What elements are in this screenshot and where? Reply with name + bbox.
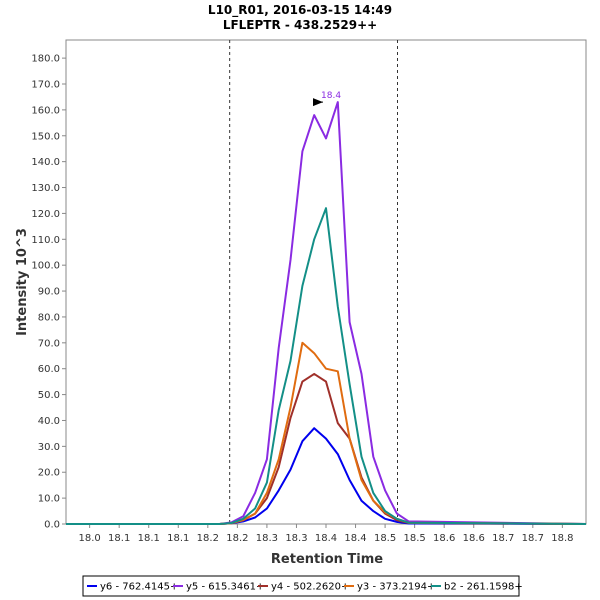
series-lines [66,101,587,525]
y-tick-label: 40.0 [38,416,60,427]
x-axis: 18.0 18.1 18.1 18.1 18.2 18.2 18.3 18.3 18.4 18.4… [79,524,573,544]
y-tick-label: 30.0 [38,442,60,453]
chart-title: L10_R01, 2016-03-15 14:49 [208,3,392,18]
y-tick-label: 150.0 [31,131,60,142]
x-tick-label: 18.1 [108,533,130,544]
x-tick-label: 18.3 [256,533,278,544]
y-tick-label: 170.0 [31,80,60,91]
peak-label: 18.4 [321,91,341,101]
legend-label: y5 - 615.3461+ [186,582,264,593]
y-tick-label: 100.0 [31,261,60,272]
y-tick-label: 160.0 [31,105,60,116]
legend-label: b2 - 261.1598+ [444,582,523,593]
x-tick-label: 18.8 [551,533,573,544]
x-tick-label: 18.6 [463,533,485,544]
y-tick-label: 140.0 [31,157,60,168]
peak-annotation: 18.4 [313,91,341,107]
y-tick-label: 80.0 [38,312,60,323]
x-tick-label: 18.7 [522,533,544,544]
x-tick-label: 18.1 [138,533,160,544]
x-tick-label: 18.6 [433,533,455,544]
y-tick-label: 60.0 [38,364,60,375]
y-tick-label: 70.0 [38,338,60,349]
plot-area [65,39,587,525]
legend: y6 - 762.4145+ y5 - 615.3461+ y4 - 502.262… [82,575,523,597]
y-tick-label: 10.0 [38,494,60,505]
legend-label: y4 - 502.2620+ [271,582,349,593]
y-axis-label: Intensity 10^3 [15,228,30,336]
legend-box [82,575,520,597]
y-tick-label: 20.0 [38,468,60,479]
x-tick-label: 18.1 [167,533,189,544]
integration-boundaries [229,40,398,524]
x-axis-label: Retention Time [271,552,383,567]
x-tick-label: 18.5 [404,533,426,544]
y-tick-label: 130.0 [31,183,60,194]
y-axis: 0.0 10.0 20.0 30.0 40.0 50.0 60.0 70.0 80.0 90.0 1… [31,54,66,531]
x-tick-label: 18.7 [492,533,514,544]
legend-label: y3 - 373.2194+ [357,582,435,593]
x-tick-label: 18.3 [285,533,307,544]
x-tick-label: 18.4 [344,533,366,544]
y-tick-label: 90.0 [38,287,60,298]
x-tick-label: 18.2 [197,533,219,544]
x-tick-label: 18.0 [79,533,101,544]
y-tick-label: 0.0 [44,520,60,531]
y-tick-label: 50.0 [38,390,60,401]
x-tick-label: 18.4 [315,533,337,544]
legend-label: y6 - 762.4145+ [100,582,178,593]
y-tick-label: 110.0 [31,235,60,246]
y-tick-label: 120.0 [31,209,60,220]
chart-subtitle: LFLEPTR - 438.2529++ [223,18,377,32]
x-tick-label: 18.5 [374,533,396,544]
y-tick-label: 180.0 [31,54,60,65]
x-tick-label: 18.2 [226,533,248,544]
series-line-5 [66,207,587,525]
